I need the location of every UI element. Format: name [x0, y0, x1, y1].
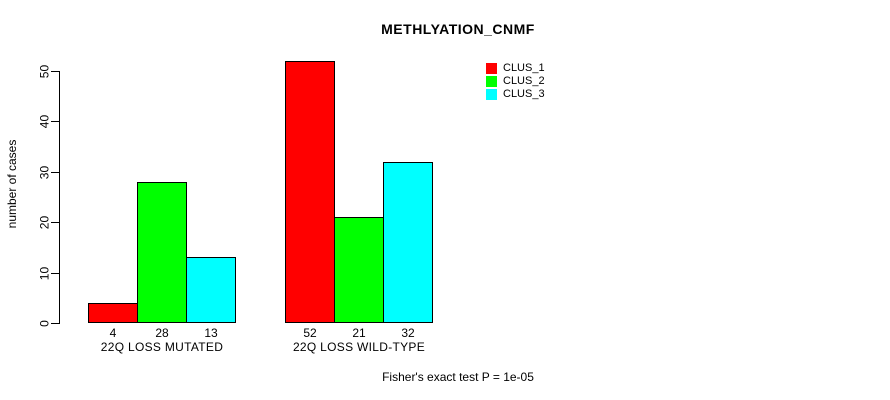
y-tick-label: 10 [37, 266, 52, 281]
bar-value-label: 52 [303, 326, 317, 340]
y-tick-label: 30 [37, 165, 52, 180]
legend-item-clus_1: CLUS_1 [486, 62, 545, 75]
chart-title: METHLYATION_CNMF [381, 21, 535, 37]
y-tick-mark [51, 71, 59, 72]
legend-swatch-icon [486, 76, 497, 87]
y-axis-title: number of cases [5, 139, 19, 229]
bar-value-label: 28 [155, 326, 169, 340]
y-tick-mark [51, 222, 59, 223]
category-label: 22Q LOSS WILD-TYPE [292, 340, 426, 354]
bar-clus_1 [285, 61, 335, 323]
legend-label: CLUS_3 [503, 88, 545, 100]
bar-clus_3 [186, 257, 236, 323]
y-tick-mark [51, 273, 59, 274]
y-axis-line [59, 71, 60, 324]
legend-swatch-icon [486, 63, 497, 74]
legend-label: CLUS_2 [503, 75, 545, 87]
y-tick-mark [51, 323, 59, 324]
bar-value-label: 32 [401, 326, 415, 340]
legend-item-clus_2: CLUS_2 [486, 75, 545, 88]
y-tick-label: 50 [37, 64, 52, 79]
bar-value-label: 4 [109, 326, 117, 340]
legend-swatch-icon [486, 89, 497, 100]
category-label: 22Q LOSS MUTATED [100, 340, 224, 354]
bar-clus_2 [334, 217, 384, 323]
y-tick-label: 40 [37, 114, 52, 129]
legend: CLUS_1 CLUS_2 CLUS_3 [486, 62, 545, 101]
y-tick-mark [51, 172, 59, 173]
y-tick-mark [51, 121, 59, 122]
bar-value-label: 13 [204, 326, 218, 340]
fisher-test-caption: Fisher's exact test P = 1e-05 [382, 370, 534, 384]
y-tick-label: 0 [37, 320, 52, 327]
legend-label: CLUS_1 [503, 62, 545, 74]
legend-item-clus_3: CLUS_3 [486, 88, 545, 101]
bar-clus_1 [88, 303, 138, 323]
bar-clus_2 [137, 182, 187, 323]
bar-value-label: 21 [352, 326, 366, 340]
y-tick-label: 20 [37, 215, 52, 230]
bar-clus_3 [383, 162, 433, 323]
